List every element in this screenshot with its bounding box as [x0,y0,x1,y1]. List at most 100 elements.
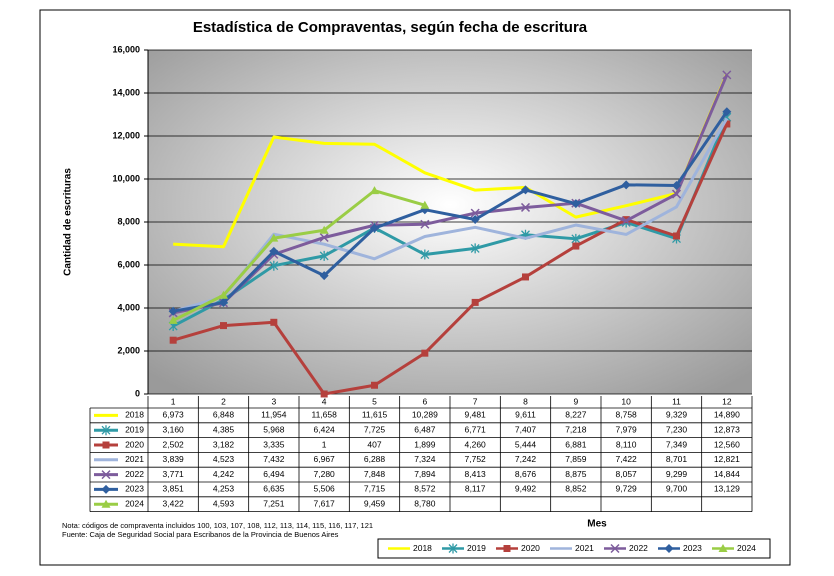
row-label: 2020 [125,439,144,449]
y-tick-label: 12,000 [112,130,140,140]
x-tick-label: 3 [271,396,276,406]
table-cell: 7,859 [565,454,587,464]
table-cell: 12,873 [714,424,740,434]
data-point [370,223,379,233]
table-cell: 8,117 [465,484,486,494]
data-point [621,216,631,226]
data-point [320,390,328,398]
data-point [672,180,681,190]
legend-marker [610,543,620,554]
legend-label: 2021 [575,543,594,553]
data-point [219,298,228,308]
data-point [421,349,429,357]
legend-marker [664,544,674,553]
note: Fuente: Caja de Seguridad Social para Es… [62,530,339,539]
y-tick-label: 4,000 [117,302,140,312]
row-label: 2023 [125,484,144,494]
table-cell: 14,844 [714,469,740,479]
y-axis-label: Cantidad de escrituras [63,168,74,276]
series-line [172,189,426,322]
row-key-marker [101,470,111,480]
table-cell: 407 [367,439,381,449]
x-tick-label: 9 [573,396,578,406]
data-point [270,318,278,326]
x-tick-label: 5 [372,396,377,406]
x-tick-label: 10 [621,396,631,406]
x-tick-label: 1 [171,396,176,406]
legend-label: 2020 [521,543,540,553]
table-cell: 7,230 [666,424,688,434]
data-point [571,233,581,244]
table-cell: 12,560 [714,439,740,449]
table-cell: 7,752 [465,454,487,464]
series-line [172,116,729,328]
table-cell: 7,218 [565,424,587,434]
row-label: 2018 [125,410,144,420]
table-cell: 8,676 [515,469,537,479]
table-cell: 3,182 [213,439,235,449]
table-cell: 9,481 [465,410,487,420]
table-cell: 8,875 [565,469,587,479]
table-cell: 9,700 [666,484,688,494]
series-line [172,123,729,396]
series-line [172,117,729,313]
table-cell: 3,839 [163,454,185,464]
table-cell: 6,487 [414,424,436,434]
table-cell: 7,242 [515,454,537,464]
x-tick-label: 7 [473,396,478,406]
table-cell: 2,502 [163,439,185,449]
table-cell: 14,890 [714,410,740,420]
data-point [722,70,732,80]
legend-label: 2024 [737,543,756,553]
row-label: 2022 [125,469,144,479]
x-tick-label: 8 [523,396,528,406]
x-tick-label: 4 [322,396,327,406]
table-cell: 10,289 [412,410,438,420]
data-point [319,225,329,234]
table-cell: 7,617 [314,498,336,508]
table-cell: 8,572 [414,484,436,494]
data-point [319,250,329,261]
table-cell: 7,349 [666,439,688,449]
data-point [470,208,480,218]
data-point [722,107,732,117]
series-line [172,110,729,313]
table-cell: 5,506 [314,484,336,494]
data-point [168,315,178,324]
row-label: 2021 [125,454,144,464]
table-cell: 6,424 [314,424,336,434]
table-cell: 6,848 [213,410,235,420]
legend-label: 2019 [467,543,486,553]
table-cell: 6,494 [263,469,285,479]
table-cell: 7,979 [616,424,638,434]
table-cell: 9,611 [515,410,536,420]
legend-label: 2018 [413,543,432,553]
row-key-marker [101,425,111,436]
note: Nota: códigos de compraventa incluidos 1… [62,521,373,530]
data-point [521,185,530,195]
data-point [169,336,177,344]
data-point [420,219,430,229]
table-cell: 7,848 [364,469,386,479]
table-cell: 5,968 [263,424,285,434]
legend-marker [718,544,728,552]
x-tick-label: 6 [422,396,427,406]
legend-marker [503,545,511,552]
legend-label: 2022 [629,543,648,553]
table-cell: 4,260 [465,439,487,449]
y-tick-label: 0 [135,388,140,398]
y-tick-label: 8,000 [117,216,140,226]
table-cell: 13,129 [714,484,740,494]
table-cell: 11,615 [362,410,388,420]
table-cell: 6,967 [314,454,336,464]
table-cell: 8,758 [616,410,638,420]
table-cell: 7,432 [263,454,285,464]
data-point [471,298,479,306]
data-point [319,232,329,243]
row-key-marker [101,499,111,508]
table-cell: 4,242 [213,469,235,479]
table-cell: 8,227 [565,410,587,420]
data-point [571,199,581,209]
table-cell: 4,593 [213,498,235,508]
table-cell: 8,852 [565,484,587,494]
